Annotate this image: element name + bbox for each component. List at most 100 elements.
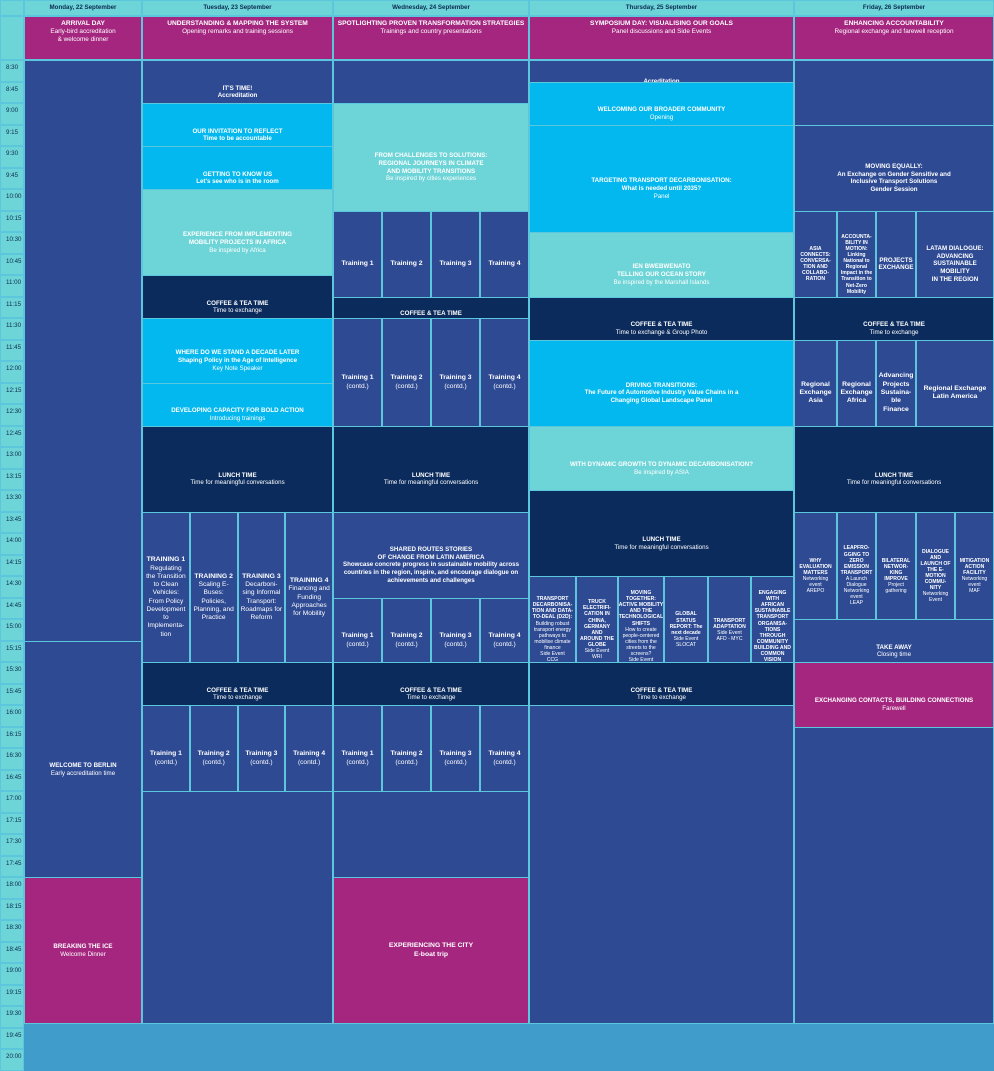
time-slot: 13:30 — [0, 490, 24, 512]
event-title: EXPERIENCE FROM IMPLEMENTING MOBILITY PR… — [183, 231, 292, 246]
event-title: BILATERAL NETWOR- KING IMPROVE — [881, 557, 911, 582]
event-title: Regional Exchange Asia — [799, 380, 832, 405]
event-title: ACCOUNTA- BILITY IN MOTION: Linking Nati… — [840, 233, 873, 295]
time-slot: 20:00 — [0, 1049, 24, 1071]
event-title: GETTING TO KNOW US Let's see who is in t… — [196, 170, 279, 186]
event-text: Regulating the Transition to Clean Vehic… — [146, 564, 186, 638]
event-text: Be inspired by cities experiences — [385, 175, 477, 183]
event-text: Networking event MAF — [961, 576, 988, 595]
event-text: Closing time — [876, 651, 912, 659]
time-slot: 14:00 — [0, 533, 24, 555]
time-label: 12:30 — [6, 408, 22, 415]
time-slot: 9:15 — [0, 124, 24, 146]
day-theme: UNDERSTANDING & MAPPING THE SYSTEM Openin… — [142, 16, 333, 60]
time-slot: 11:30 — [0, 318, 24, 340]
event-title: ASIA CONNECTS: CONVERSA- TION AND COLLAB… — [800, 245, 831, 283]
event-title: Training 2 — [390, 750, 423, 758]
event-title: SHARED ROUTES STORIES OF CHANGE FROM LAT… — [342, 545, 520, 584]
event-text: A Launch Dialogue Networking event LEAP — [843, 576, 870, 607]
time-label: 10:45 — [6, 257, 22, 265]
day-header: Monday, 22 September — [24, 0, 142, 16]
event-title: Training 1 — [341, 260, 374, 267]
event-title: TARGETING TRANSPORT DECARBONISATION: Wha… — [591, 177, 732, 193]
time-label: 20:00 — [6, 1053, 22, 1060]
time-label: 14:30 — [6, 580, 22, 587]
time-label: 10:30 — [6, 236, 22, 243]
event-title: Training 3 — [439, 632, 472, 640]
event-block[interactable]: BREAKING THE ICE Welcome Dinner — [24, 877, 142, 1024]
event-title: LUNCH TIME — [642, 536, 681, 543]
event-text: Networking Event — [922, 591, 949, 604]
event-text: (contd.) — [346, 382, 369, 390]
event-title: WHY EVALUATION MATTERS — [799, 557, 832, 576]
event-text: Time for meaningful conversations — [614, 543, 709, 551]
event-title: MOVING TOGETHER: ACTIVE MOBILITY AND THE… — [618, 590, 664, 627]
time-slot: 13:00 — [0, 447, 24, 469]
event-title: Training 2 — [197, 750, 230, 758]
event-block[interactable] — [529, 705, 794, 1024]
event-title: Training 1 — [341, 632, 374, 640]
event-block[interactable]: TRAINING 4 Financing and Funding Approach… — [285, 511, 333, 684]
time-label: 13:30 — [6, 494, 22, 501]
event-title: COFFEE & TEA TIME — [863, 321, 925, 328]
day-theme-title: ENHANCING ACCOUNTABILITY — [844, 20, 944, 27]
time-label: 15:00 — [6, 623, 22, 630]
day-header: Tuesday, 23 September — [142, 0, 333, 16]
time-slot: 15:30 — [0, 662, 24, 684]
event-text: Building robust transport energy pathway… — [533, 620, 572, 664]
time-label: 19:30 — [6, 1010, 22, 1017]
time-slot: 8:45 — [0, 81, 24, 103]
time-label: 16:00 — [6, 709, 22, 716]
time-slot: 9:45 — [0, 167, 24, 189]
event-block[interactable]: TRAINING 2 Scaling E- Buses: Policies, Pl… — [189, 511, 238, 684]
event-text: Networking event AREPO — [802, 576, 829, 595]
event-block[interactable] — [24, 60, 142, 662]
day-theme-title: SPOTLIGHTING PROVEN TRANSFORMATION STRAT… — [337, 20, 525, 27]
event-text: (contd.) — [346, 758, 369, 766]
day-title: Wednesday, 24 September — [392, 4, 470, 12]
event-title: TRAINING 2 — [194, 572, 233, 580]
event-block[interactable]: EXPERIENCING THE CITY E-boat trip — [333, 877, 529, 1024]
time-label: 9:15 — [6, 128, 19, 136]
event-text: (contd.) — [202, 758, 225, 766]
time-label: 19:00 — [6, 967, 22, 974]
event-title: COFFEE & TEA TIME — [400, 310, 462, 318]
day-title: Monday, 22 September — [49, 4, 117, 12]
event-title: Acreditation — [643, 78, 679, 86]
event-title: WELCOMING OUR BROADER COMMUNITY — [597, 106, 726, 113]
event-title: ENGAGING WITH AFRICAN SUSTAINABLE TRANSP… — [754, 590, 791, 664]
event-text: Be inspired by Africa — [209, 246, 266, 254]
day-theme-title: SYMPOSIUM DAY: VISUALISING OUR GOALS — [590, 20, 733, 27]
time-slot: 15:15 — [0, 640, 24, 662]
event-title: LEAPFRO- GGING TO ZERO EMISSION TRANSPOR… — [840, 545, 873, 576]
time-slot: 11:45 — [0, 339, 24, 361]
event-title: Training 1 — [149, 750, 182, 758]
event-title: DEVELOPING CAPACITY FOR BOLD ACTION — [171, 407, 304, 414]
time-label: 15:45 — [6, 687, 22, 695]
event-text: Farewell — [882, 705, 906, 712]
event-block[interactable]: WELCOME TO BERLIN Early accreditation tim… — [24, 640, 142, 899]
time-slot: 12:00 — [0, 361, 24, 383]
event-title: TRAINING 1 — [146, 556, 186, 564]
event-block[interactable]: TRAINING 1 Regulating the Transition to C… — [142, 511, 190, 684]
event-title: Training 2 — [390, 260, 423, 267]
event-title: BREAKING THE ICE — [53, 942, 113, 950]
event-text: Side Event WRI — [584, 648, 610, 661]
event-title: OUR INVITATION TO REFLECT Time to be acc… — [192, 127, 283, 143]
event-text: Project gathering — [885, 582, 907, 595]
event-title: TRANSPORT DECARBONISA- TION AND DATA- TO… — [532, 596, 573, 621]
event-text: (contd.) — [493, 382, 516, 390]
event-title: MOVING EQUALLY: An Exchange on Gender Se… — [837, 162, 951, 193]
day-theme: ENHANCING ACCOUNTABILITY Regional exchang… — [794, 16, 994, 60]
event-block[interactable]: TRAINING 3 Decarboni- sing Informal Trans… — [237, 511, 286, 684]
event-title: WELCOME TO BERLIN — [49, 761, 117, 769]
event-block[interactable] — [794, 726, 994, 1024]
time-slot: 12:45 — [0, 425, 24, 447]
time-label: 10:15 — [6, 214, 22, 222]
time-slot: 16:15 — [0, 726, 24, 748]
event-title: TRAINING 4 — [289, 576, 329, 584]
time-slot: 11:15 — [0, 296, 24, 318]
time-slot: 16:30 — [0, 748, 24, 770]
time-label: 18:15 — [6, 902, 22, 910]
event-block[interactable] — [142, 791, 333, 1024]
